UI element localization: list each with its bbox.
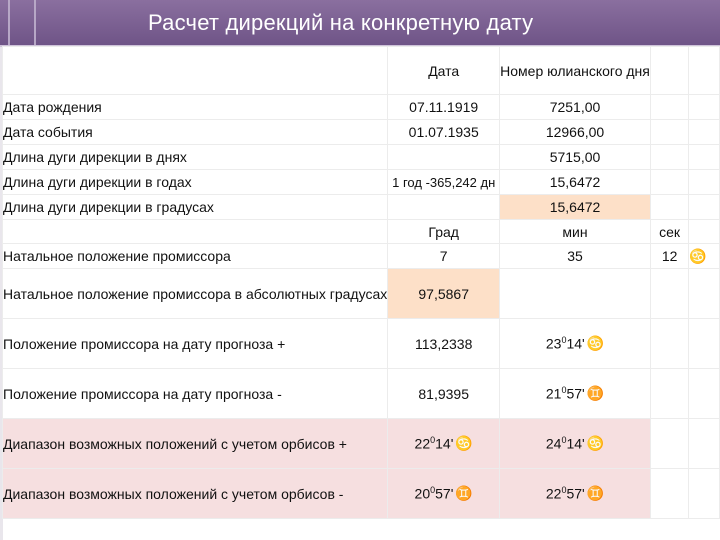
title-bar-rule [34, 0, 36, 45]
row-label: Длина дуги дирекции в днях [1, 144, 389, 170]
birth-date: 07.11.1919 [387, 94, 501, 120]
cancer-sign-icon: ♋ [586, 335, 605, 352]
arc-degrees-value: 15,6472 [499, 194, 651, 220]
natal-min: 35 [499, 243, 651, 269]
row-label: Дата рождения [1, 94, 389, 120]
row-label: Дата события [1, 119, 389, 145]
title-bar-rule [8, 0, 10, 45]
title-bar: Расчет дирекций на конкретную дату [0, 0, 720, 47]
event-date: 01.07.1935 [387, 119, 501, 145]
row-arc-degrees: Длина дуги дирекции в градусах 15,6472 [1, 194, 720, 220]
forecast-minus-position: 21057' ♊ [499, 368, 651, 419]
birth-jd: 7251,00 [499, 94, 651, 120]
cancer-sign-icon: ♋ [455, 435, 473, 452]
header-julian-day: Номер юлианского дня [499, 46, 651, 95]
forecast-plus-position: 23014' ♋ [499, 318, 651, 369]
header-empty [688, 46, 720, 95]
row-label: Положение промиссора на дату прогноза - [1, 368, 389, 419]
range-plus-from: 22014' ♋ [387, 418, 501, 469]
arc-days-value: 5715,00 [499, 144, 651, 170]
header-date: Дата [387, 46, 501, 95]
natal-deg: 7 [387, 243, 501, 269]
subheader-min: мин [499, 219, 651, 244]
row-natal: Натальное положение промиссора 7 35 12 ♋ [1, 243, 720, 269]
range-minus-from: 20057' ♊ [387, 468, 501, 519]
gemini-sign-icon: ♊ [586, 485, 605, 502]
header-row: Дата Номер юлианского дня [1, 46, 720, 95]
row-forecast-plus: Положение промиссора на дату прогноза + … [1, 318, 720, 369]
natal-sec: 12 [649, 243, 690, 269]
gemini-sign-icon: ♊ [455, 485, 473, 502]
header-empty [1, 46, 389, 95]
cancer-sign-icon: ♋ [586, 435, 605, 452]
left-strip [0, 47, 3, 540]
forecast-minus-abs: 81,9395 [387, 368, 501, 419]
forecast-plus-abs: 113,2338 [387, 318, 501, 369]
range-plus-to: 24014' ♋ [499, 418, 651, 469]
row-birth: Дата рождения 07.11.1919 7251,00 [1, 94, 720, 120]
row-forecast-minus: Положение промиссора на дату прогноза - … [1, 368, 720, 419]
directions-table: Дата Номер юлианского дня Дата рождения … [1, 46, 720, 519]
cancer-sign-icon: ♋ [688, 243, 720, 269]
row-event: Дата события 01.07.1935 12966,00 [1, 119, 720, 145]
subheader-sec: сек [649, 219, 690, 244]
natal-abs-value: 97,5867 [387, 268, 501, 319]
range-minus-to: 22057' ♊ [499, 468, 651, 519]
row-label: Натальное положение промиссора в абсолют… [1, 268, 389, 319]
row-range-plus: Диапазон возможных положений с учетом ор… [1, 418, 720, 469]
row-label: Положение промиссора на дату прогноза + [1, 318, 389, 369]
row-arc-years: Длина дуги дирекции в годах 1 год -365,2… [1, 169, 720, 195]
row-range-minus: Диапазон возможных положений с учетом ор… [1, 468, 720, 519]
subheader-row: Град мин сек [1, 219, 720, 244]
slide-title: Расчет дирекций на конкретную дату [148, 10, 534, 35]
row-arc-days: Длина дуги дирекции в днях 5715,00 [1, 144, 720, 170]
arc-years-value: 15,6472 [499, 169, 651, 195]
row-natal-abs: Натальное положение промиссора в абсолют… [1, 268, 720, 319]
header-empty [649, 46, 690, 95]
event-jd: 12966,00 [499, 119, 651, 145]
row-label: Длина дуги дирекции в годах [1, 169, 389, 195]
gemini-sign-icon: ♊ [586, 385, 605, 402]
row-label: Натальное положение промиссора [1, 243, 389, 269]
year-length-note: 1 год -365,242 дн [387, 169, 501, 195]
row-label: Диапазон возможных положений с учетом ор… [1, 468, 389, 519]
row-label: Диапазон возможных положений с учетом ор… [1, 418, 389, 469]
row-label: Длина дуги дирекции в градусах [1, 194, 389, 220]
subheader-deg: Град [387, 219, 501, 244]
